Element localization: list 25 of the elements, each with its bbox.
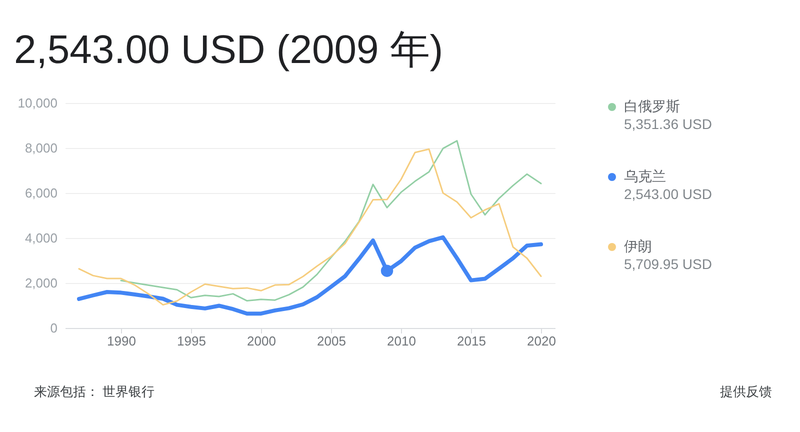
- y-tick-label: 4,000: [24, 230, 58, 246]
- text: 5,709.95 USD: [624, 256, 712, 272]
- x-tick-label: 2005: [317, 334, 346, 348]
- text: 来源包括： 世界银行: [34, 383, 155, 401]
- line-series: [78, 148, 542, 306]
- x-tick-label: 2020: [527, 334, 556, 348]
- legend-label: 伊朗: [624, 238, 653, 256]
- y-tick-label: 8,000: [24, 140, 58, 156]
- legend-label: 白俄罗斯: [624, 98, 681, 116]
- x-tick-label: 2010: [387, 334, 416, 348]
- y-tick-label: 10,000: [18, 96, 58, 110]
- chart-title: 2,543.00 USD (2009 年): [14, 27, 444, 74]
- text: 2,543.00 USD: [624, 186, 712, 202]
- y-tick-label: 2,000: [24, 276, 58, 290]
- x-tick-label: 1995: [177, 334, 206, 348]
- legend-label: 乌克兰: [624, 168, 667, 186]
- y-tick-label: 0: [50, 320, 58, 336]
- x-tick-label: 2000: [247, 334, 276, 348]
- text: 提供反馈: [720, 383, 772, 401]
- line-series: [120, 140, 542, 302]
- x-tick-label: 2015: [457, 334, 486, 348]
- y-tick-label: 6,000: [24, 186, 58, 200]
- x-tick-label: 1990: [107, 334, 136, 348]
- text: 5,351.36 USD: [624, 116, 712, 132]
- line-series: [77, 235, 543, 316]
